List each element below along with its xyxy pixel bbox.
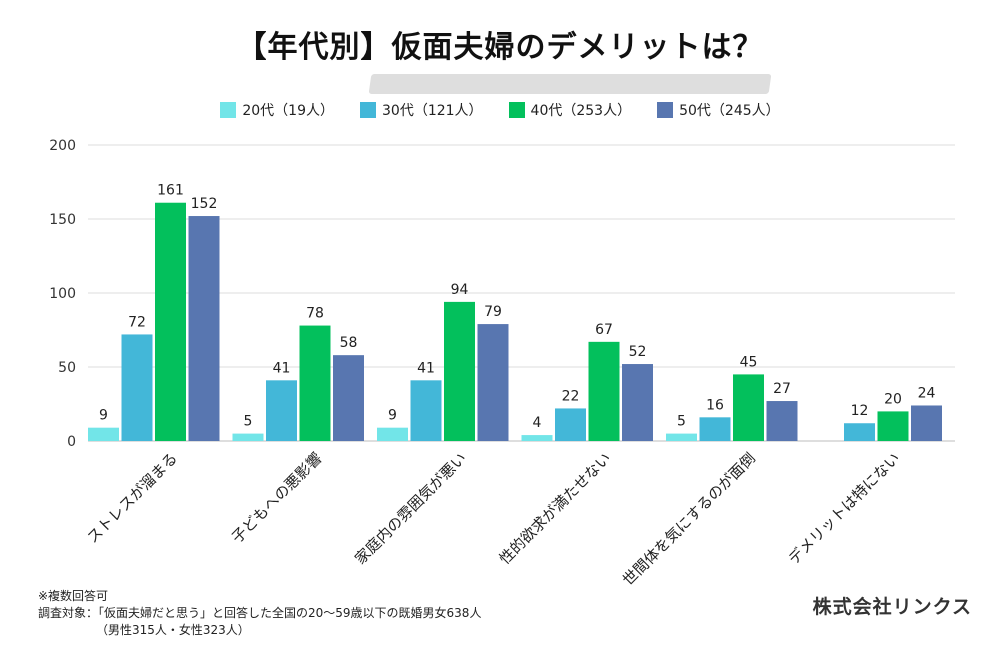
legend-item-40s: 40代（253人） xyxy=(508,100,632,120)
data-label: 5 xyxy=(677,414,686,430)
bar xyxy=(410,380,442,441)
x-tick-label: 世間体を気にするのが面倒 xyxy=(619,449,759,589)
bar xyxy=(121,334,153,441)
bar xyxy=(477,324,509,441)
bar xyxy=(232,433,264,441)
legend-swatch-50s xyxy=(657,102,674,118)
title-area: 【年代別】仮面夫婦のデメリットは？ xyxy=(0,22,1000,94)
data-label: 161 xyxy=(157,183,184,199)
legend-label-40s: 40代（253人） xyxy=(530,103,632,119)
bar xyxy=(333,355,364,441)
x-tick-label: 家庭内の雰囲気が悪い xyxy=(351,449,470,568)
note-survey-target: 調査対象：「仮面夫婦だと思う」と回答した全国の20〜59歳以下の既婚男女638人 xyxy=(38,606,482,620)
data-label: 27 xyxy=(773,381,791,397)
data-label: 20 xyxy=(884,391,902,407)
legend-label-50s: 50代（245人） xyxy=(679,103,780,119)
note-gender-breakdown: （男性315人・女性323人） xyxy=(96,623,250,637)
legend-item-30s: 30代（121人） xyxy=(360,100,483,120)
notes: ※複数回答可 調査対象：「仮面夫婦だと思う」と回答した全国の20〜59歳以下の既… xyxy=(38,588,481,639)
data-label: 16 xyxy=(706,397,724,413)
bar xyxy=(444,301,475,441)
legend-item-50s: 50代（245人） xyxy=(657,100,780,120)
bar xyxy=(666,433,697,441)
data-label: 79 xyxy=(484,304,502,320)
data-label: 22 xyxy=(562,388,580,404)
bar xyxy=(188,216,220,441)
bar xyxy=(911,405,942,441)
data-label: 67 xyxy=(595,322,613,338)
data-label: 4 xyxy=(533,415,542,431)
data-label: 152 xyxy=(191,196,218,212)
bar xyxy=(377,427,408,441)
data-label: 41 xyxy=(417,360,435,376)
y-tick-label: 0 xyxy=(67,434,76,450)
data-label: 5 xyxy=(244,414,253,430)
company-name: 株式会社リンクス xyxy=(812,596,972,618)
y-tick-label: 100 xyxy=(49,286,76,302)
bar xyxy=(844,423,875,441)
bar xyxy=(155,202,186,441)
legend-swatch-40s xyxy=(508,102,525,118)
bar xyxy=(266,380,297,441)
x-tick-label: 子どもへの悪影響 xyxy=(228,449,326,547)
data-label: 94 xyxy=(451,282,469,298)
legend-swatch-20s xyxy=(220,102,237,118)
bar xyxy=(555,408,586,441)
y-tick-label: 50 xyxy=(58,360,76,376)
y-tick-label: 200 xyxy=(49,138,76,154)
legend: 20代（19人） 30代（121人） 40代（253人） 50代（245人） xyxy=(0,100,1000,120)
y-tick-label: 150 xyxy=(49,212,76,228)
data-label: 45 xyxy=(740,354,758,370)
legend-label-30s: 30代（121人） xyxy=(382,103,483,119)
data-label: 52 xyxy=(629,344,647,360)
data-label: 58 xyxy=(340,335,358,351)
bar xyxy=(521,435,553,441)
bar xyxy=(622,364,653,441)
bar xyxy=(588,341,620,441)
bar xyxy=(88,427,119,441)
data-label: 9 xyxy=(388,408,397,424)
chart-title: 【年代別】仮面夫婦のデメリットは？ xyxy=(236,30,764,65)
bar xyxy=(733,374,764,441)
legend-item-20s: 20代（19人） xyxy=(220,100,334,120)
data-label: 24 xyxy=(918,385,936,401)
data-label: 78 xyxy=(306,306,324,322)
bar xyxy=(766,401,798,441)
x-tick-label: ストレスが溜まる xyxy=(83,449,181,547)
bar xyxy=(877,411,909,441)
data-label: 9 xyxy=(99,408,108,424)
bar xyxy=(699,417,731,441)
note-multiple-answers: ※複数回答可 xyxy=(38,589,109,603)
x-tick-label: デメリットは特にない xyxy=(785,449,904,568)
legend-swatch-30s xyxy=(360,102,376,118)
data-label: 12 xyxy=(851,403,869,419)
bar xyxy=(299,325,331,441)
data-label: 72 xyxy=(128,314,146,330)
legend-label-20s: 20代（19人） xyxy=(242,103,334,119)
data-label: 41 xyxy=(273,360,291,376)
x-tick-label: 性的欲求が満たせない xyxy=(496,449,615,568)
